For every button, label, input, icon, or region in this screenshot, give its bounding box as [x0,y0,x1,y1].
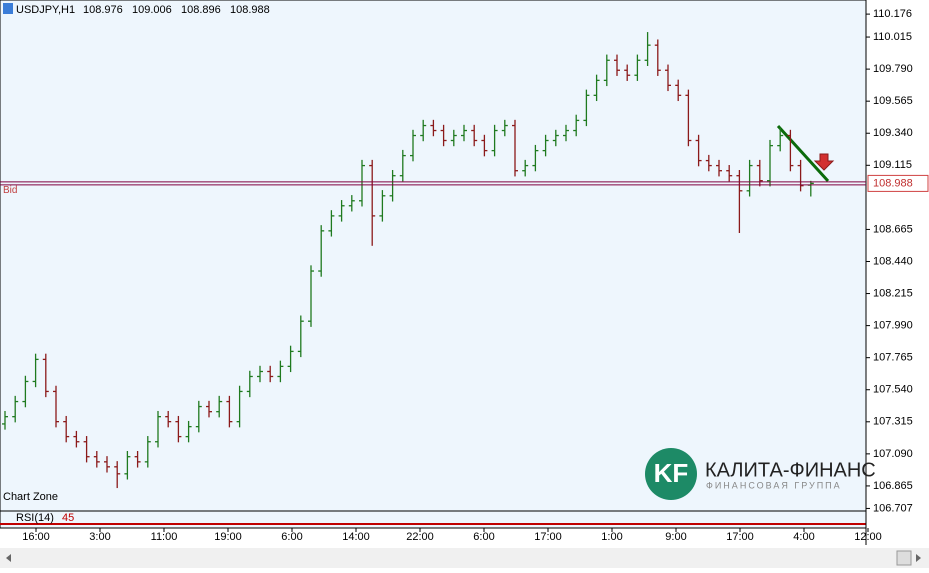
trend-line [776,124,830,183]
logo-tagline: ФИНАНСОВАЯ ГРУППА [706,480,842,490]
x-tick-label: 11:00 [151,531,178,543]
zone-label: Chart Zone [3,491,58,503]
logo-mark: KF [654,458,689,488]
x-tick-label: 3:00 [89,531,110,543]
indicator-pane [0,510,867,529]
y-tick-label: 106.865 [873,480,913,492]
x-tick-label: 17:00 [534,531,562,543]
x-tick-label: 4:00 [793,531,814,543]
x-tick-label: 22:00 [406,531,434,543]
x-tick-label: 9:00 [665,531,686,543]
title-open: 108.976 [83,4,123,16]
scrollbar[interactable] [0,548,929,568]
x-tick-label: 6:00 [473,531,494,543]
y-tick-label: 108.215 [873,287,913,299]
y-tick-label: 107.540 [873,384,913,396]
y-tick-label: 109.565 [873,95,913,107]
y-tick-label: 107.765 [873,352,913,364]
title-close: 108.988 [230,4,270,16]
y-tick-label: 106.707 [873,502,913,514]
y-tick-label: 110.176 [873,8,912,20]
scroll-right[interactable] [916,554,921,562]
symbol-icon [3,3,13,14]
plot-area [0,0,867,512]
y-tick-label: 107.090 [873,448,913,460]
title-high: 109.006 [132,4,172,16]
x-tick-label: 17:00 [726,531,754,543]
indicator-value: 45 [62,512,74,524]
y-tick-label: 107.990 [873,320,913,332]
x-tick-label: 1:00 [601,531,622,543]
y-tick-label: 109.115 [873,159,912,171]
x-tick-label: 12:00 [854,531,882,543]
x-tick-label: 19:00 [214,531,242,543]
y-tick-label: 110.015 [873,31,912,43]
y-tick-label: 109.790 [873,63,913,75]
logo-circle [645,448,697,500]
y-tick-label: 109.340 [873,127,913,139]
scroll-thumb[interactable] [896,550,912,566]
scroll-left[interactable] [6,554,11,562]
x-tick-label: 6:00 [281,531,302,543]
indicator-label: RSI(14) [16,512,54,524]
y-tick-label: 108.440 [873,255,913,267]
y-tick-label: 107.315 [873,416,913,428]
x-tick-label: 16:00 [22,531,50,543]
sell-arrow [813,153,835,171]
symbol: USDJPY,H1 [16,4,75,16]
y-tick-label: 108.665 [873,223,913,235]
bid-label: Bid [3,185,17,196]
title-low: 108.896 [181,4,221,16]
bid-price: 108.988 [873,177,913,189]
x-tick-label: 14:00 [342,531,370,543]
bid-box [867,174,929,192]
logo-name: КАЛИТА-ФИНАНС [705,459,876,481]
